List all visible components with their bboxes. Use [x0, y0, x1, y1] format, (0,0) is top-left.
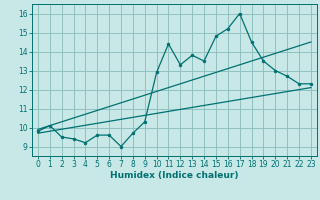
X-axis label: Humidex (Indice chaleur): Humidex (Indice chaleur)	[110, 171, 239, 180]
